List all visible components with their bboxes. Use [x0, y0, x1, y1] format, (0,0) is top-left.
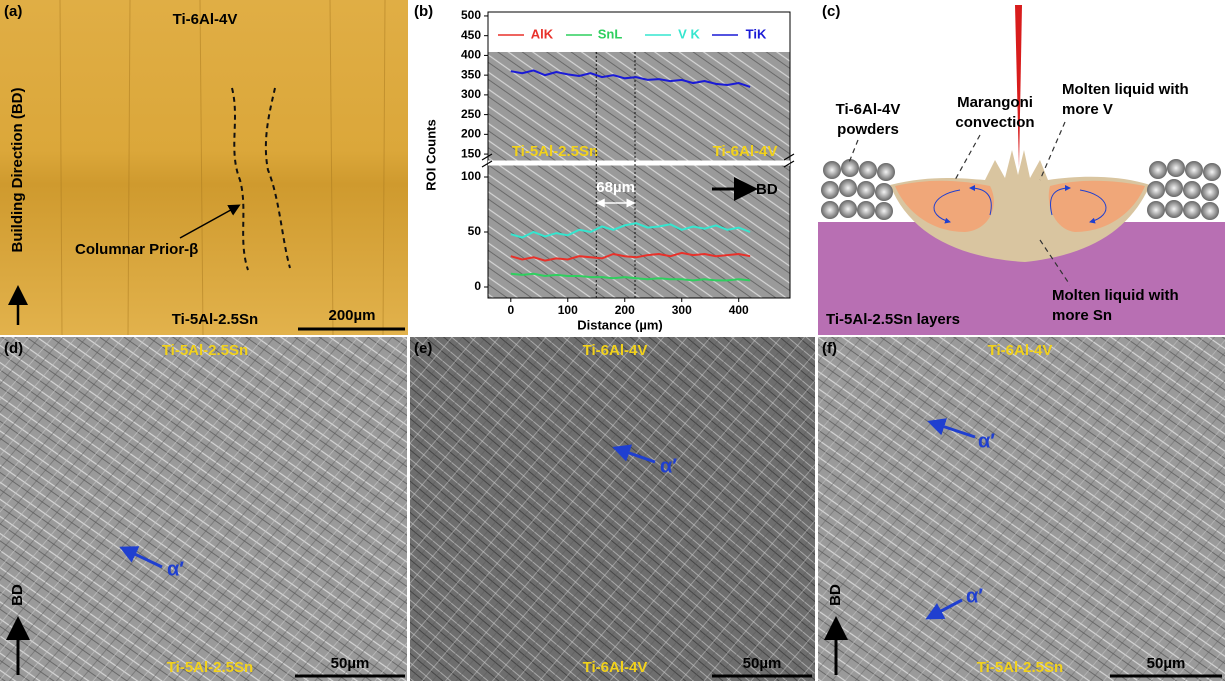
- x-tick-label: 0: [507, 303, 514, 317]
- scale-label: 50µm: [1147, 655, 1186, 672]
- y-axis-label: ROI Counts: [423, 119, 438, 191]
- y-tick-label: 0: [474, 279, 481, 293]
- y-tick-label: 50: [468, 224, 482, 238]
- label-bottom: Ti-5Al-2.5Sn: [977, 659, 1063, 676]
- phase-label: α′: [167, 558, 184, 580]
- label-feature: Columnar Prior-β: [75, 241, 198, 258]
- texture: [0, 337, 407, 681]
- y-tick-label: 350: [461, 67, 481, 81]
- figure: (a) Ti-6Al-4V Building Direction (BD) Co…: [0, 0, 1225, 681]
- panel-label: (d): [4, 340, 23, 357]
- direction-label: BD: [827, 584, 844, 606]
- scale-label: 50µm: [743, 655, 782, 672]
- label-top: Ti-6Al-4V: [988, 342, 1053, 359]
- y-tick-label: 500: [461, 8, 481, 22]
- x-tick-label: 100: [558, 303, 578, 317]
- legend-label: TiK: [746, 26, 767, 41]
- y-tick-label: 300: [461, 87, 481, 101]
- annotation: Ti-5Al-2.5Sn: [512, 143, 598, 160]
- y-tick-label: 450: [461, 28, 481, 42]
- panel-label: (b): [414, 3, 433, 20]
- legend-label: AlK: [531, 26, 554, 41]
- panel-label: (f): [822, 340, 837, 357]
- panel-label: (a): [4, 3, 22, 20]
- panel-a: (a) Ti-6Al-4V Building Direction (BD) Co…: [0, 0, 408, 335]
- label-bottom: Ti-6Al-4V: [583, 659, 648, 676]
- annotation: more V: [1062, 101, 1113, 118]
- y-tick-label: 100: [461, 169, 481, 183]
- annotation: Molten liquid with: [1052, 287, 1179, 304]
- panel-label: (e): [414, 340, 432, 357]
- panel-b: (b) ROI Counts Distance (µm) Ti-5Al-2.5S…: [414, 3, 794, 332]
- panel-c: (c) Ti-6Al-4V powders Marangoni convecti…: [818, 0, 1225, 335]
- scale-label: 50µm: [331, 655, 370, 672]
- panel-e: (e) Ti-6Al-4V α′ Ti-6Al-4V 50µm: [410, 337, 815, 681]
- direction-label: BD: [9, 584, 26, 606]
- annotation: more Sn: [1052, 307, 1112, 324]
- y-tick-label: 150: [461, 146, 481, 160]
- label-top: Ti-5Al-2.5Sn: [162, 342, 248, 359]
- label-bottom: Ti-5Al-2.5Sn: [172, 311, 258, 328]
- annotation: Ti-6Al-4V: [836, 101, 901, 118]
- x-axis-label: Distance (µm): [577, 317, 663, 332]
- phase-label: α′: [660, 455, 677, 477]
- panel-d: (d) Ti-5Al-2.5Sn α′ BD Ti-5Al-2.5Sn 50µm: [0, 337, 407, 681]
- label-top: Ti-6Al-4V: [173, 11, 238, 28]
- label-side: Building Direction (BD): [9, 88, 26, 253]
- panel-label: (c): [822, 3, 840, 20]
- chart-background: [488, 52, 790, 298]
- texture: [410, 337, 815, 681]
- x-tick-label: 300: [672, 303, 692, 317]
- phase-label: α′: [966, 585, 983, 607]
- annotation: BD: [756, 181, 778, 198]
- y-tick-label: 200: [461, 127, 481, 141]
- annotation: Molten liquid with: [1062, 81, 1189, 98]
- annotation: Ti-6Al-4V: [713, 143, 778, 160]
- phase-label: α′: [978, 430, 995, 452]
- y-tick-label: 250: [461, 107, 481, 121]
- legend-label: V K: [678, 26, 700, 41]
- label-bottom: Ti-5Al-2.5Sn: [167, 659, 253, 676]
- scale-label: 200µm: [328, 307, 375, 324]
- annotation: Marangoni: [957, 94, 1033, 111]
- y-tick-label: 400: [461, 48, 481, 62]
- legend-label: SnL: [598, 26, 623, 41]
- x-tick-label: 200: [615, 303, 635, 317]
- x-tick-label: 400: [729, 303, 749, 317]
- annotation: Ti-5Al-2.5Sn layers: [826, 311, 960, 328]
- annotation: 68µm: [596, 179, 635, 196]
- texture: [818, 337, 1225, 681]
- panel-f: (f) Ti-6Al-4V α′ α′ BD Ti-5Al-2.5Sn 50µm: [818, 337, 1225, 681]
- annotation: powders: [837, 121, 899, 138]
- label-top: Ti-6Al-4V: [583, 342, 648, 359]
- annotation: convection: [955, 114, 1034, 131]
